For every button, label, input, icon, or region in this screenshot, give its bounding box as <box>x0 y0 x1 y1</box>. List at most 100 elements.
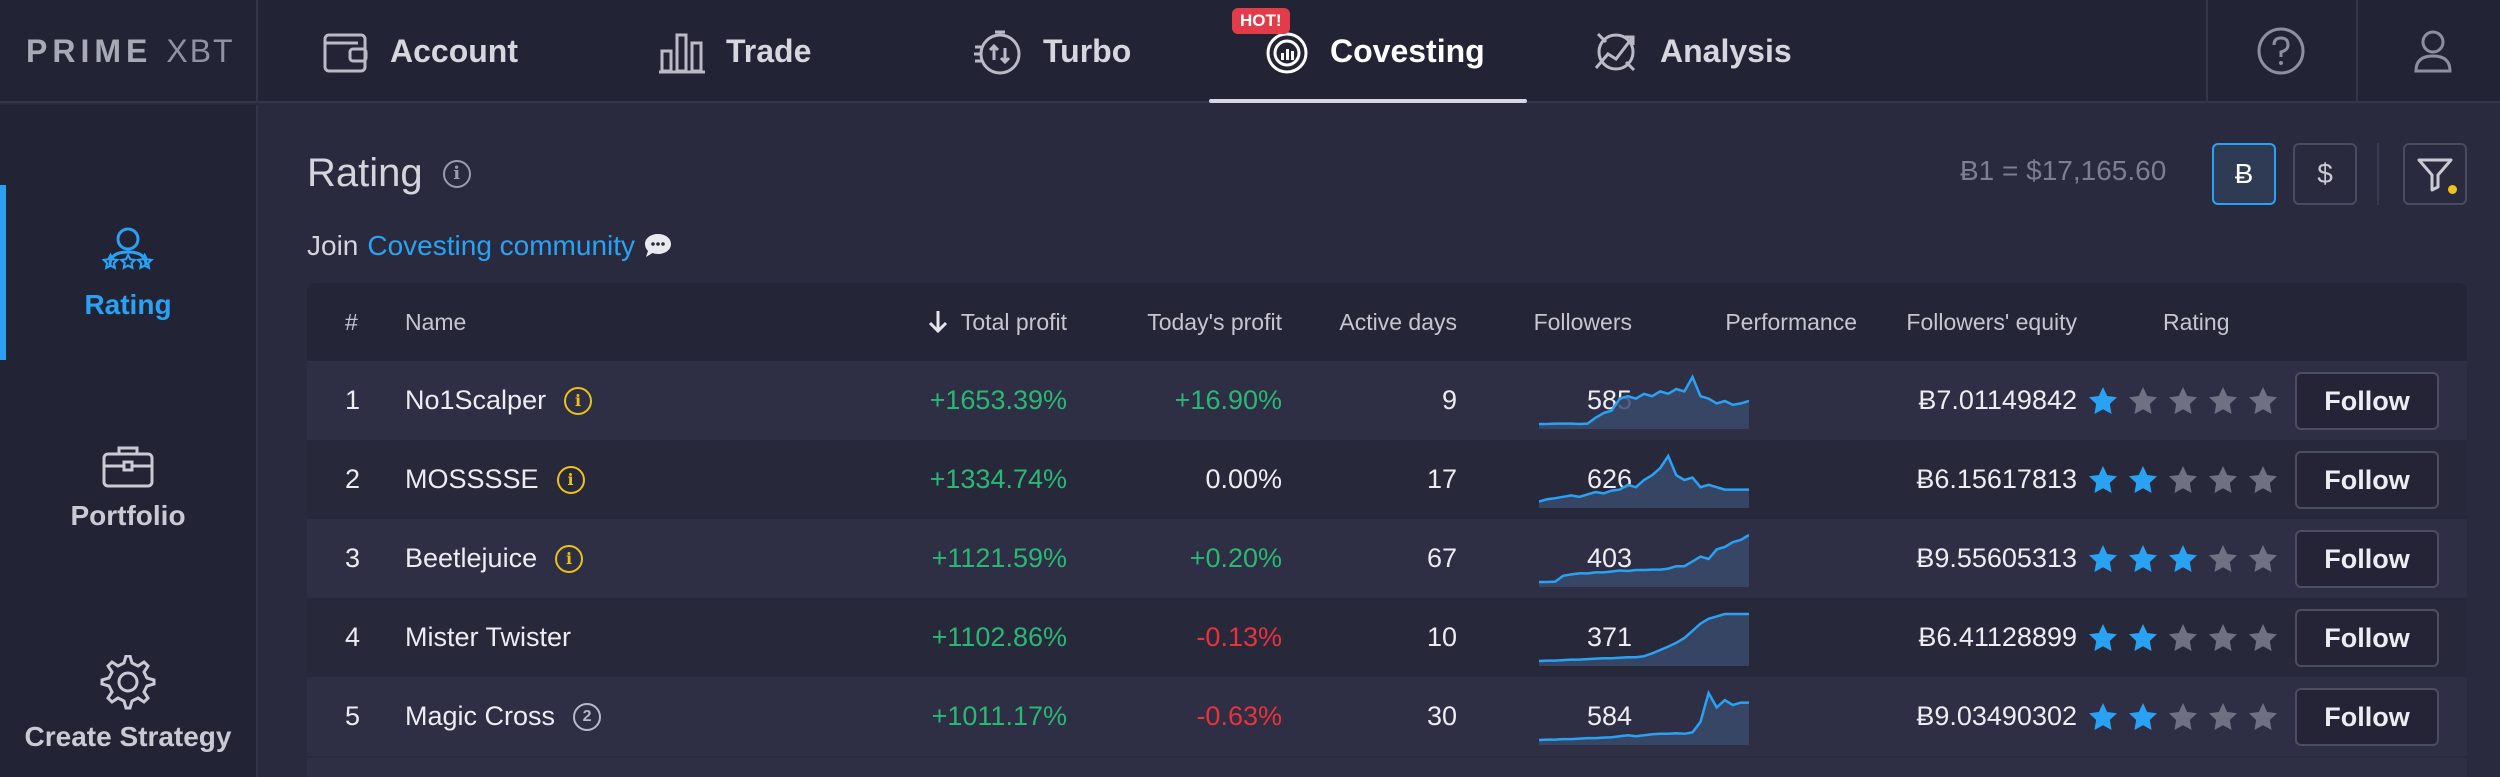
follow-button[interactable]: Follow <box>2295 688 2439 746</box>
sidebar-item-label: Portfolio <box>70 500 186 531</box>
col-rating[interactable]: Rating <box>2163 309 2230 335</box>
covesting-community-link[interactable]: Covesting community <box>367 230 636 261</box>
trader-name: MOSSSSE <box>405 464 539 494</box>
hot-badge: HOT! <box>1232 8 1290 34</box>
sparkline-area <box>1539 693 1749 745</box>
col-active-days[interactable]: Active days <box>1339 309 1457 335</box>
star-empty-icon <box>2169 465 2197 493</box>
name-cell[interactable]: No1Scalper i <box>405 361 593 440</box>
help-button[interactable] <box>2250 20 2312 82</box>
trader-info-badge[interactable]: i <box>564 386 593 415</box>
rank-cell: 5 <box>345 701 361 731</box>
currency-usd-button[interactable]: $ <box>2293 143 2357 205</box>
table-row[interactable]: 1 No1Scalper i +1653.39% +16.90% 9 585 Ƀ7.01149… <box>307 361 2467 440</box>
question-circle-icon <box>2257 27 2305 75</box>
page-title: Rating <box>307 151 423 195</box>
todays-profit-cell: -0.63% <box>1196 701 1282 731</box>
star-filled-icon <box>2089 702 2117 730</box>
rank-cell: 2 <box>345 464 361 494</box>
total-profit-cell: +1653.39% <box>929 385 1067 415</box>
trader-info-badge[interactable]: i <box>555 544 584 573</box>
star-filled-icon <box>2129 465 2157 493</box>
star-empty-icon <box>2249 623 2277 651</box>
user-menu-button[interactable] <box>2402 20 2464 82</box>
followers-cell: 403 <box>1586 543 1632 573</box>
star-empty-icon <box>2209 544 2237 572</box>
follow-button[interactable]: Follow <box>2295 451 2439 509</box>
performance-sparkline <box>1539 689 1749 745</box>
col-todays-profit[interactable]: Today's profit <box>1147 309 1282 335</box>
followers-cell: 371 <box>1586 622 1632 652</box>
page-title-wrap: Rating i <box>307 151 471 196</box>
sidebar: Rating Portfolio Create Strategy <box>0 105 258 777</box>
col-name[interactable]: Name <box>405 309 467 335</box>
active-days-cell: 9 <box>1441 385 1457 415</box>
star-empty-icon <box>2169 702 2197 730</box>
nav-turbo-label: Turbo <box>1043 33 1132 69</box>
bar-chart-icon <box>659 33 705 73</box>
follow-button[interactable]: Follow <box>2295 530 2439 588</box>
table-row[interactable]: 4 Mister Twister +1102.86% -0.13% 10 371 Ƀ6.41… <box>307 598 2467 677</box>
filter-active-dot <box>2448 185 2457 194</box>
filter-button[interactable] <box>2403 143 2467 205</box>
sidebar-item-label: Create Strategy <box>24 721 232 752</box>
btc-rate: Ƀ1 = $17,165.60 <box>1960 155 2167 186</box>
nav-analysis[interactable]: Analysis <box>1592 0 1792 103</box>
filter-icon <box>2417 158 2453 192</box>
join-community: Join Covesting community <box>307 230 673 262</box>
star-rating <box>2087 519 2287 598</box>
col-followers[interactable]: Followers <box>1533 309 1632 335</box>
sparkline-line <box>1539 612 1749 663</box>
arrow-down-icon <box>928 311 947 334</box>
currency-btc-button[interactable]: Ƀ <box>2212 143 2276 205</box>
col-followers-equity[interactable]: Followers' equity <box>1906 309 2077 335</box>
table-row[interactable]: 2 MOSSSSE i +1334.74% 0.00% 17 626 Ƀ6.15617813 F… <box>307 440 2467 519</box>
table-row[interactable]: 3 Beetlejuice i +1121.59% +0.20% 67 403 Ƀ9.5560… <box>307 519 2467 598</box>
active-days-cell: 30 <box>1426 701 1457 731</box>
trader-number-badge[interactable]: 2 <box>573 702 602 731</box>
sidebar-item-rating[interactable]: Rating <box>0 225 256 321</box>
star-empty-icon <box>2209 465 2237 493</box>
follow-button[interactable]: Follow <box>2295 372 2439 430</box>
brand-logo[interactable]: PRIME XBT <box>0 0 258 103</box>
info-icon[interactable]: i <box>442 159 471 188</box>
star-empty-icon <box>2209 386 2237 414</box>
nav-turbo[interactable]: Turbo <box>973 0 1131 103</box>
col-rank: # <box>345 309 358 335</box>
top-divider <box>2206 0 2208 103</box>
nav-covesting[interactable]: Covesting <box>1264 0 1485 103</box>
follow-button[interactable]: Follow <box>2295 609 2439 667</box>
nav-trade[interactable]: Trade <box>658 0 811 103</box>
trader-name: Beetlejuice <box>405 543 538 573</box>
name-cell[interactable]: Mister Twister <box>405 598 571 677</box>
main-content: Rating i Join Covesting community Ƀ1 = $… <box>260 105 2500 777</box>
gear-icon <box>100 655 156 710</box>
nav-trade-label: Trade <box>726 33 812 69</box>
col-total-profit[interactable]: Total profit <box>757 283 1067 361</box>
star-filled-icon <box>2169 544 2197 572</box>
star-rating <box>2087 440 2287 519</box>
sparkline-line <box>1539 453 1749 503</box>
sparkline-line <box>1539 533 1749 584</box>
star-rating <box>2087 598 2287 677</box>
name-cell[interactable]: MOSSSSE i <box>405 440 585 519</box>
star-filled-icon <box>2089 465 2117 493</box>
total-profit-cell: +1334.74% <box>929 464 1067 494</box>
table-row[interactable]: 5 Magic Cross 2 +1011.17% -0.63% 30 584 Ƀ9.0349… <box>307 677 2467 756</box>
nav-covesting-label: Covesting <box>1330 33 1485 69</box>
star-empty-icon <box>2249 702 2277 730</box>
name-cell[interactable]: Magic Cross 2 <box>405 677 602 756</box>
nav-account-label: Account <box>390 33 518 69</box>
rank-cell: 3 <box>345 543 361 573</box>
active-days-cell: 17 <box>1426 464 1457 494</box>
name-cell[interactable]: Beetlejuice i <box>405 519 584 598</box>
trader-info-badge[interactable]: i <box>556 465 585 494</box>
sidebar-item-create-strategy[interactable]: Create Strategy <box>0 655 256 753</box>
join-prefix: Join <box>307 230 359 261</box>
top-divider <box>2356 0 2358 103</box>
performance-sparkline <box>1539 374 1749 429</box>
nav-account[interactable]: Account <box>322 0 518 103</box>
sidebar-item-portfolio[interactable]: Portfolio <box>0 442 256 532</box>
nav-analysis-label: Analysis <box>1660 33 1792 69</box>
star-empty-icon <box>2209 623 2237 651</box>
